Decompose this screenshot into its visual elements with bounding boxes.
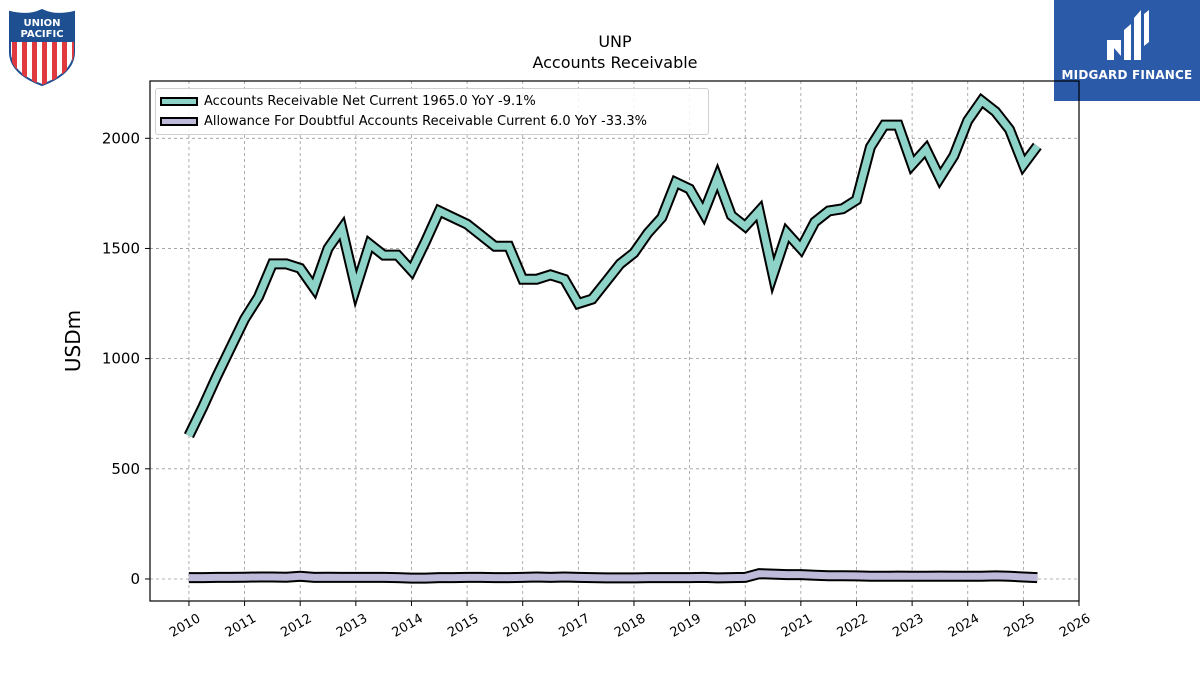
plot-frame (149, 80, 1080, 602)
series-line-0 (185, 95, 1041, 438)
legend-swatch-allowance (160, 116, 198, 126)
legend-label-net-current: Accounts Receivable Net Current 1965.0 Y… (204, 93, 536, 109)
x-tick-label: 2025 (1002, 611, 1038, 641)
x-tick-label: 2016 (501, 611, 537, 641)
x-tick-label: 2023 (890, 611, 926, 641)
x-axis: 2010 2011 2012 2013 2014 2015 2016 2017 2018 2019… (167, 601, 1093, 641)
logo-text-pacific: PACIFIC (20, 29, 63, 40)
x-tick-label: 2015 (445, 611, 481, 641)
y-tick-label: 1500 (102, 239, 140, 257)
x-tick-label: 2011 (223, 611, 259, 641)
y-tick-label: 0 (130, 570, 140, 588)
x-tick-label: 2019 (668, 611, 704, 641)
union-pacific-logo: UNION PACIFIC (9, 8, 75, 86)
chart-title: UNP (598, 32, 632, 51)
y-axis: 0 500 1000 1500 2000 (102, 129, 150, 588)
x-tick-label: 2020 (723, 611, 759, 641)
y-tick-label: 500 (111, 460, 140, 478)
x-tick-label: 2018 (612, 611, 648, 641)
x-tick-label: 2022 (835, 611, 871, 641)
x-tick-label: 2010 (167, 611, 203, 641)
midgard-logo-text: MIDGARD FINANCE (1061, 68, 1193, 82)
x-tick-label: 2026 (1057, 611, 1093, 641)
legend-swatch-net-current (160, 96, 198, 106)
y-tick-label: 1000 (102, 350, 140, 368)
grid (150, 81, 1080, 601)
series-line-1 (188, 570, 1038, 582)
legend-item-net-current: Accounts Receivable Net Current 1965.0 Y… (160, 93, 536, 109)
y-tick-label: 2000 (102, 129, 140, 147)
chart-subtitle: Accounts Receivable (532, 53, 698, 72)
y-axis-label: USDm (61, 310, 85, 372)
x-tick-label: 2013 (334, 611, 370, 641)
series-lines (183, 92, 1042, 584)
midgard-finance-logo: MIDGARD FINANCE (1054, 0, 1200, 101)
x-tick-label: 2024 (946, 611, 982, 641)
legend: Accounts Receivable Net Current 1965.0 Y… (155, 88, 709, 135)
x-tick-label: 2017 (557, 611, 593, 641)
legend-item-allowance: Allowance For Doubtful Accounts Receivab… (160, 113, 647, 129)
midgard-mark-icon (1107, 10, 1149, 60)
x-tick-label: 2014 (390, 611, 426, 641)
logo-text-union: UNION (23, 18, 60, 29)
x-tick-label: 2012 (278, 611, 314, 641)
legend-label-allowance: Allowance For Doubtful Accounts Receivab… (204, 113, 647, 129)
x-tick-label: 2021 (779, 611, 815, 641)
